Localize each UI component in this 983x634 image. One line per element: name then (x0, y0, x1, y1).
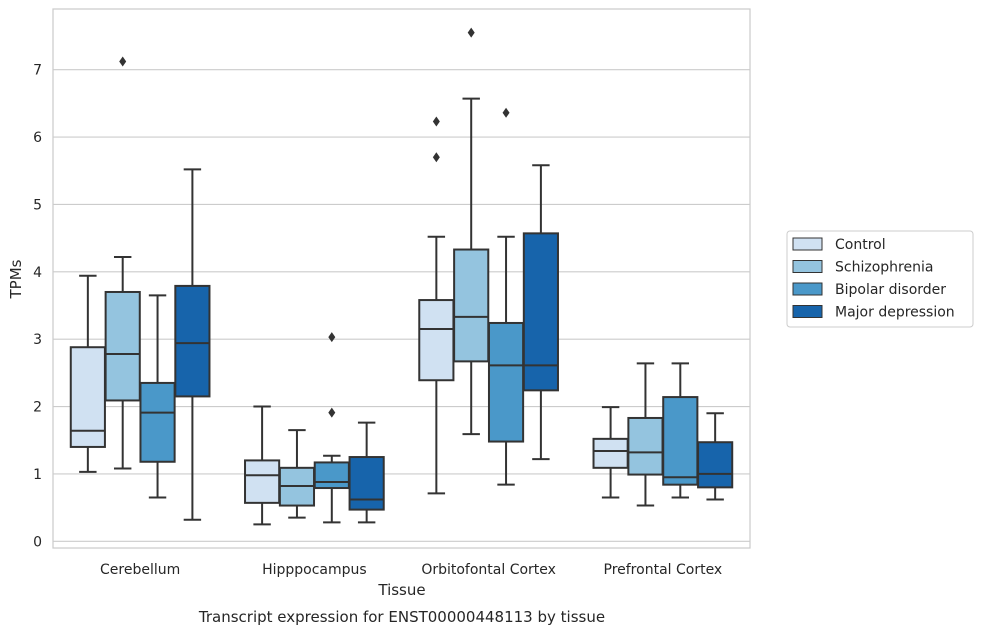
outlier-point (119, 56, 127, 67)
legend-item: Major depression (792, 305, 955, 321)
legend-swatch (792, 237, 823, 251)
box (662, 396, 699, 486)
outlier-point (328, 332, 336, 343)
legend-label: Control (835, 237, 886, 253)
legend-label: Schizophrenia (835, 260, 933, 276)
legend-swatch (792, 260, 823, 273)
legend-item: Schizophrenia (792, 260, 933, 276)
outlier-point (432, 116, 440, 127)
box-group (418, 116, 455, 495)
box (697, 441, 734, 489)
boxes (69, 27, 734, 526)
box (139, 381, 176, 463)
box (348, 456, 385, 511)
box-group (104, 56, 141, 470)
legend: Control Schizophrenia Bipolar disorder Majo… (786, 230, 974, 328)
box-group (453, 27, 490, 436)
y-tick-labels: 0 1 2 3 4 5 6 7 (33, 63, 42, 551)
y-tick-label: 4 (33, 265, 42, 281)
box (69, 346, 106, 448)
legend-swatch (792, 305, 823, 318)
y-tick-label: 7 (33, 63, 42, 79)
y-tick-label: 2 (33, 400, 42, 416)
box (487, 321, 525, 443)
y-tick-label: 5 (33, 197, 42, 213)
box (418, 299, 455, 382)
box (104, 290, 141, 402)
plot-frame (52, 8, 751, 549)
y-axis-label: TPMs (7, 259, 25, 299)
box-group (313, 332, 350, 524)
box-group (139, 294, 176, 499)
box-group (592, 406, 629, 499)
legend-frame (786, 230, 974, 328)
y-tick-label: 6 (33, 130, 42, 146)
outlier-point (502, 107, 510, 118)
box-group (69, 274, 106, 473)
x-axis-label: Tissue (377, 581, 425, 599)
y-tick-label: 3 (33, 332, 42, 348)
x-tick-labels: Cerebellum Hipppocampus Orbitofontal Corte… (100, 562, 722, 578)
box-group (174, 168, 211, 521)
box-group (348, 421, 385, 524)
box-group (278, 429, 316, 519)
x-tick-label: Cerebellum (100, 562, 180, 578)
box-group (627, 362, 664, 507)
box (453, 248, 490, 363)
box (592, 437, 629, 469)
legend-item: Control (792, 237, 886, 253)
outlier-point (328, 407, 336, 418)
y-tick-label: 0 (33, 534, 42, 550)
outlier-point (467, 27, 475, 38)
box-group (697, 412, 734, 501)
box (174, 284, 211, 398)
legend-label: Bipolar disorder (835, 282, 946, 298)
box (313, 461, 350, 490)
legend-item: Bipolar disorder (792, 282, 946, 298)
legend-swatch (792, 282, 823, 296)
x-tick-label: Hipppocampus (262, 562, 367, 578)
legend-label: Major depression (835, 305, 955, 321)
legend-items: Control Schizophrenia Bipolar disorder Majo… (792, 237, 955, 321)
chart-caption: Transcript expression for ENST0000044811… (198, 608, 605, 626)
box (522, 232, 559, 392)
x-tick-label: Orbitofontal Cortex (421, 562, 556, 578)
x-tick-label: Prefrontal Cortex (604, 562, 723, 578)
box-group (522, 164, 559, 461)
box (244, 459, 281, 504)
box (627, 416, 664, 476)
y-tick-label: 1 (33, 467, 42, 483)
box-group (244, 405, 281, 526)
box-group (487, 107, 525, 486)
box-group (662, 362, 699, 499)
outlier-point (432, 152, 440, 163)
